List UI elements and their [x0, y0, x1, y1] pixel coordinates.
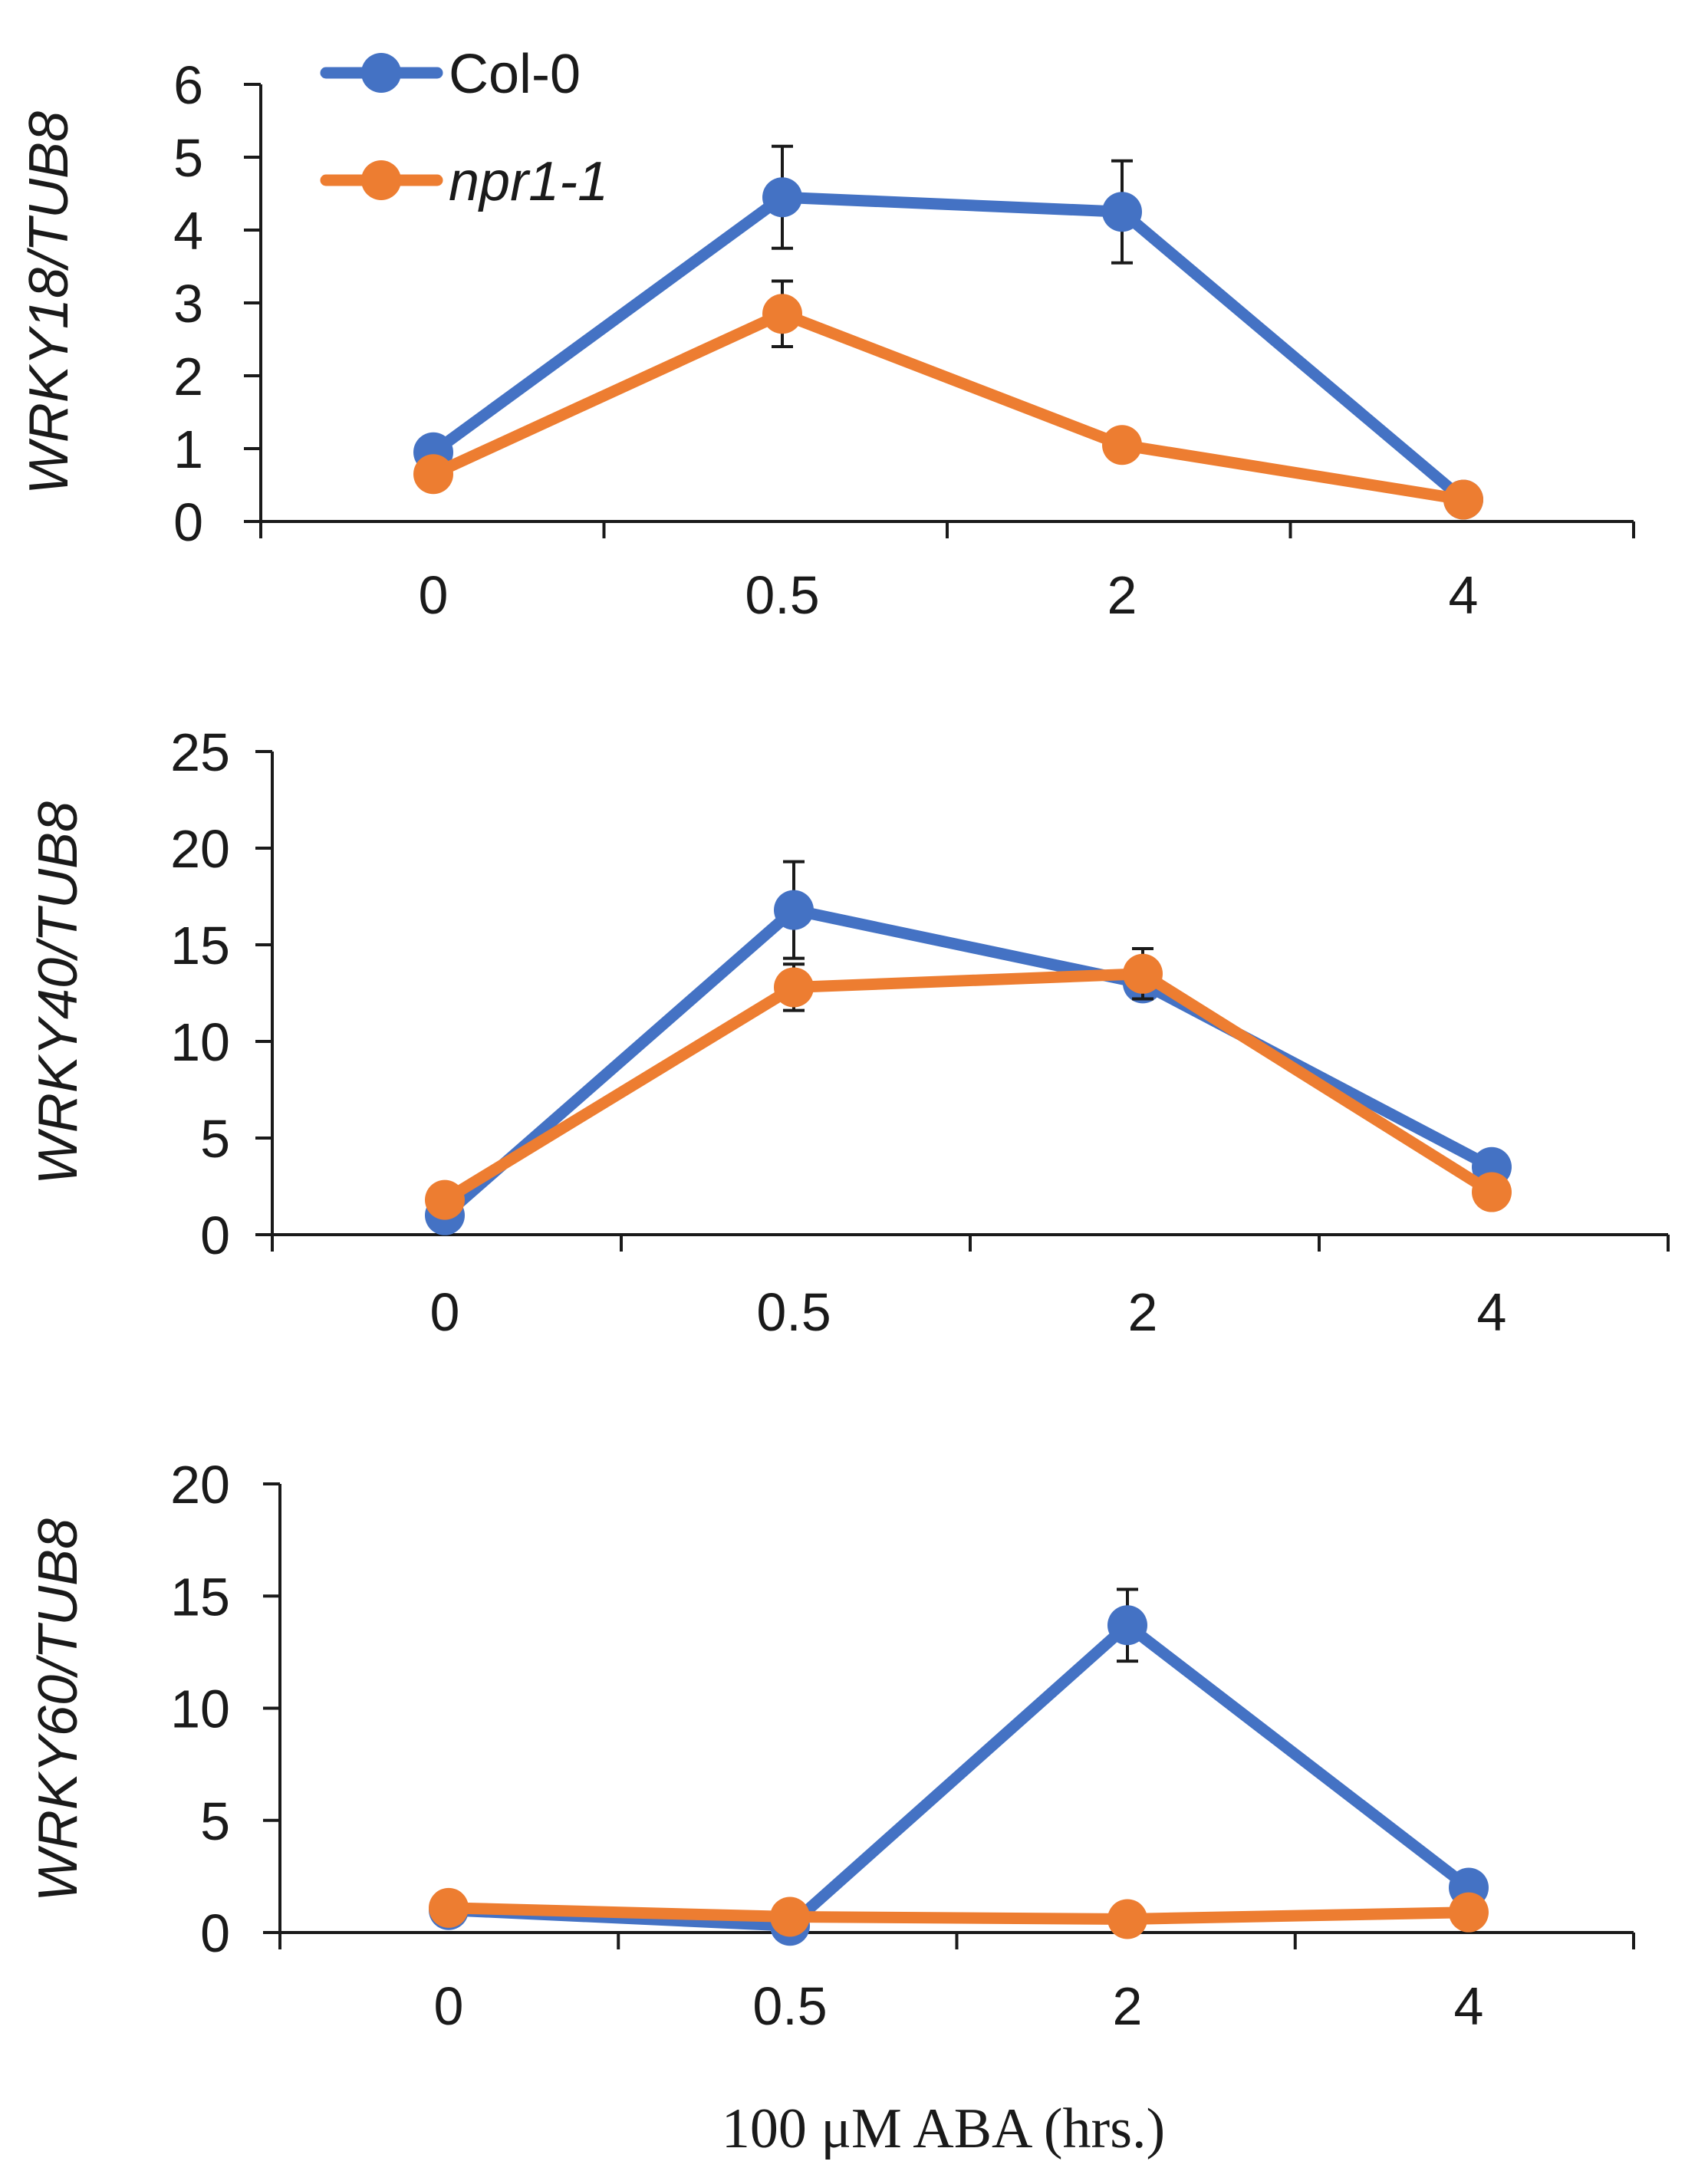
y-tick-label: 0: [173, 492, 203, 552]
data-point: [1107, 1605, 1147, 1646]
y-tick-label: 5: [200, 1791, 230, 1851]
y-tick-label: 10: [170, 1012, 230, 1072]
x-tick-label: 4: [1477, 1282, 1507, 1342]
data-point: [770, 1896, 810, 1937]
y-tick-label: 5: [200, 1109, 230, 1169]
y-tick-label: 2: [173, 347, 203, 406]
y-tick-label: 15: [170, 916, 230, 975]
x-tick-label: 4: [1454, 1976, 1484, 2036]
chart-panel-1: 0 1 2 3 4 5 6 0 0.5 2 4 WRKY18/TUB8: [18, 55, 1635, 625]
legend-marker: [361, 53, 401, 93]
x-tick-label: 2: [1107, 565, 1137, 625]
x-tick-label: 0.5: [745, 565, 819, 625]
legend-marker: [361, 160, 401, 200]
legend-item-Col-0: Col-0: [320, 44, 581, 105]
x-tick-label: 0.5: [752, 1976, 827, 2036]
legend-item-npr1-1: npr1-1: [320, 151, 608, 212]
series-Col-0: [425, 860, 1512, 1235]
x-tick-label: 0.5: [756, 1282, 831, 1342]
y-tick-label: 4: [173, 201, 203, 261]
x-tick-label: 0: [434, 1976, 464, 2036]
legend-label: Col-0: [449, 44, 581, 105]
legend: Col-0 npr1-1: [320, 44, 608, 212]
data-point: [762, 177, 802, 218]
data-point: [762, 294, 802, 334]
data-point: [1443, 479, 1483, 520]
series-npr1-1: [429, 1887, 1489, 1939]
data-point: [413, 454, 453, 495]
series-npr1-1: [425, 947, 1512, 1220]
y-tick-label: 0: [200, 1903, 230, 1963]
legend-label: npr1-1: [449, 151, 608, 212]
y-axis-title: WRKY40/TUB8: [28, 801, 89, 1185]
data-point: [1102, 192, 1142, 232]
x-tick-label: 0: [430, 1282, 460, 1342]
y-tick-label: 0: [200, 1206, 230, 1265]
data-point: [1449, 1892, 1489, 1933]
y-tick-label: 20: [170, 819, 230, 879]
series-Col-0: [429, 1587, 1489, 1946]
x-axis-title: 100 μM ABA (hrs.): [722, 2097, 1165, 2160]
data-point: [774, 890, 814, 930]
chart-panel-2: 0 5 10 15 20 25 0 0.5 2 4 WRKY40/TUB8: [28, 722, 1670, 1342]
series-line: [427, 191, 1469, 505]
y-tick-label: 5: [173, 128, 203, 188]
data-point: [425, 1179, 465, 1220]
x-tick-label: 4: [1449, 565, 1479, 625]
y-tick-label: 1: [173, 419, 203, 479]
data-point: [1472, 1172, 1512, 1212]
data-point: [429, 1887, 469, 1928]
y-tick-label: 15: [170, 1567, 230, 1627]
x-tick-label: 2: [1113, 1976, 1143, 2036]
y-axis-title: WRKY18/TUB8: [18, 111, 80, 495]
series-line: [427, 308, 1469, 505]
x-tick-label: 2: [1128, 1282, 1158, 1342]
y-axis-title: WRKY60/TUB8: [28, 1518, 89, 1902]
series-line: [439, 904, 1498, 1222]
data-point: [1123, 953, 1163, 994]
x-tick-label: 0: [419, 565, 449, 625]
data-point: [1107, 1899, 1147, 1939]
y-tick-label: 3: [173, 274, 203, 334]
data-point: [1102, 425, 1142, 465]
series-line: [443, 1619, 1475, 1932]
series-line: [439, 968, 1498, 1206]
data-point: [774, 967, 814, 1008]
chart-panel-3: 0 5 10 15 20 0 0.5 2 4 WRKY60/TUB8: [28, 1455, 1635, 2036]
y-tick-label: 10: [170, 1679, 230, 1739]
y-tick-label: 25: [170, 722, 230, 782]
y-tick-label: 20: [170, 1455, 230, 1515]
y-tick-label: 6: [173, 55, 203, 115]
series-line: [443, 1902, 1475, 1925]
series-npr1-1: [413, 279, 1483, 520]
